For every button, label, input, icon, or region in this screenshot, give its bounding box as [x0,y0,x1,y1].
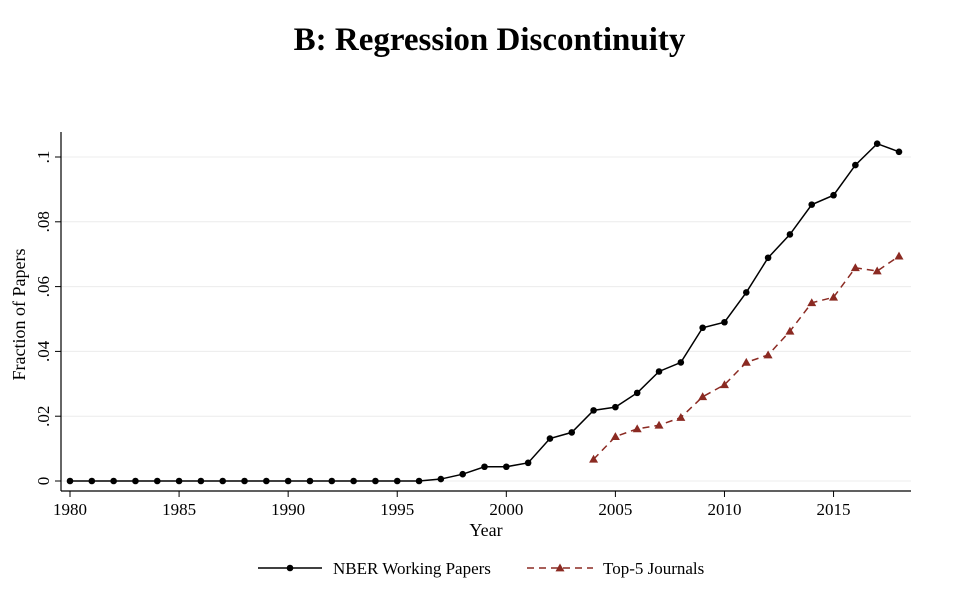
legend-item: NBER Working Papers [258,559,491,578]
data-point [676,412,686,421]
x-tick-label: 1990 [271,500,305,519]
y-tick-label: .02 [34,406,53,427]
data-point [852,161,859,169]
data-point [415,477,423,485]
data-point [872,266,882,275]
y-tick-label: .08 [34,211,53,232]
data-point [546,435,554,442]
data-point [284,477,292,485]
data-point [481,463,488,471]
data-point [459,470,466,478]
x-tick-label: 1995 [380,500,414,519]
data-point [612,403,619,411]
data-point [894,251,904,260]
data-point [895,148,903,156]
data-point [632,424,642,433]
data-point [437,475,445,483]
data-point [306,477,314,485]
x-tick-label: 2015 [817,500,851,519]
data-point [654,420,664,429]
data-point [633,389,641,397]
data-point [393,477,401,485]
data-point [808,201,816,208]
data-point [850,263,860,272]
y-tick-label: 0 [34,477,53,486]
data-point [698,392,708,401]
series-nber-working-papers [66,140,903,485]
y-tick-label: .04 [34,340,53,362]
data-point [219,477,227,485]
data-point [263,477,270,485]
x-tick-label: 2010 [707,500,741,519]
data-point [175,477,183,485]
axes: 0 .02 .04 .06 .08 .1 1980 1985 1990 1995 2000 2005 2… [9,132,911,540]
x-tick-label: 1980 [53,500,87,519]
data-point [786,231,794,238]
series-line [70,142,900,482]
data-point [830,191,837,199]
x-tick-label: 2000 [489,500,523,519]
data-point [328,477,336,485]
legend-marker [555,563,565,572]
data-point [66,477,74,485]
data-point [721,318,728,326]
data-point [132,477,139,485]
legend-label: NBER Working Papers [333,559,491,578]
data-point [785,326,795,335]
y-tick-label: .06 [34,276,53,297]
gridlines [61,156,911,482]
x-tick-label: 1985 [162,500,196,519]
y-axis-title: Fraction of Papers [9,249,29,381]
data-point [763,350,773,359]
data-point [699,324,706,332]
data-point [350,477,357,485]
data-point [807,298,817,307]
data-point [153,477,161,485]
data-point [741,357,751,366]
data-point [677,359,685,366]
data-point [719,380,729,389]
y-tick-label: .1 [34,151,53,164]
data-point [742,289,750,296]
data-point [610,432,620,440]
x-tick-label: 2005 [598,500,632,519]
data-point [197,477,205,485]
legend-marker [286,564,294,572]
data-point [764,254,772,262]
data-point [873,140,881,148]
data-point [524,459,532,467]
x-axis-title: Year [469,520,502,540]
legend-label: Top-5 Journals [603,559,704,578]
legend-item: Top-5 Journals [527,559,704,578]
data-point [372,477,379,485]
data-point [655,368,663,375]
data-point [110,477,117,485]
chart-title: B: Regression Discontinuity [293,22,686,58]
legend: NBER Working Papers Top-5 Journals [258,559,704,578]
data-point [241,477,248,485]
data-point [503,463,510,471]
data-point [829,292,839,301]
data-point [568,429,576,436]
data-point [88,477,96,485]
series-layer [66,140,904,485]
series-top5-journals [589,251,904,463]
data-point [590,407,597,414]
data-point [589,454,599,463]
